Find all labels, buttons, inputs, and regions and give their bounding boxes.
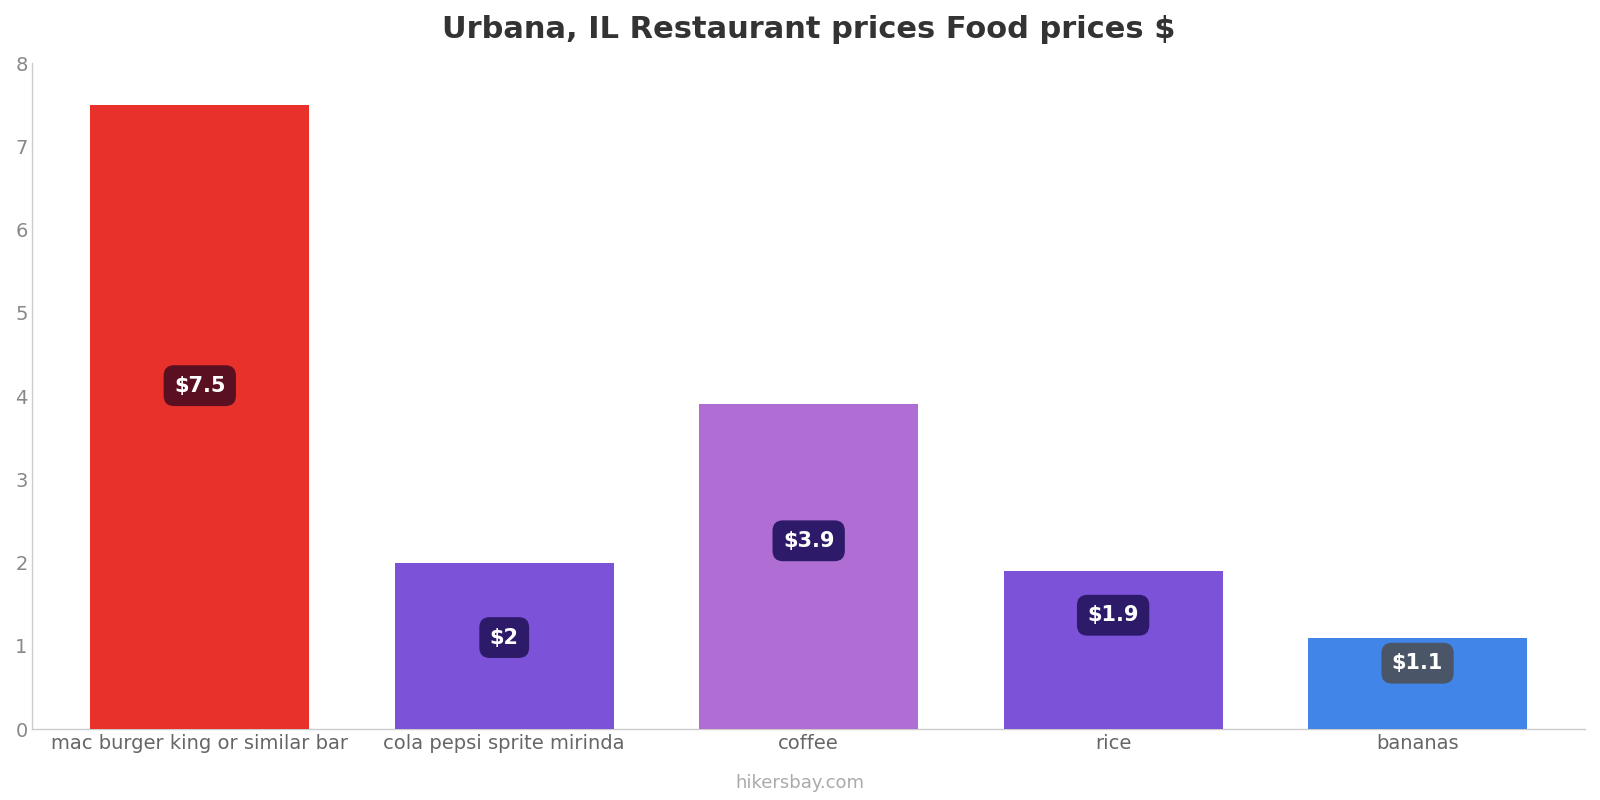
Text: $2: $2	[490, 627, 518, 647]
Bar	[395, 562, 614, 729]
Text: $7.5: $7.5	[174, 376, 226, 396]
Text: $3.9: $3.9	[782, 530, 835, 550]
Text: $1.1: $1.1	[1392, 653, 1443, 673]
Bar	[1307, 638, 1526, 729]
Title: Urbana, IL Restaurant prices Food prices $: Urbana, IL Restaurant prices Food prices…	[442, 15, 1176, 44]
Bar	[90, 105, 309, 729]
Text: hikersbay.com: hikersbay.com	[736, 774, 864, 792]
Bar	[1003, 571, 1222, 729]
Bar	[699, 404, 918, 729]
Text: $1.9: $1.9	[1088, 606, 1139, 626]
